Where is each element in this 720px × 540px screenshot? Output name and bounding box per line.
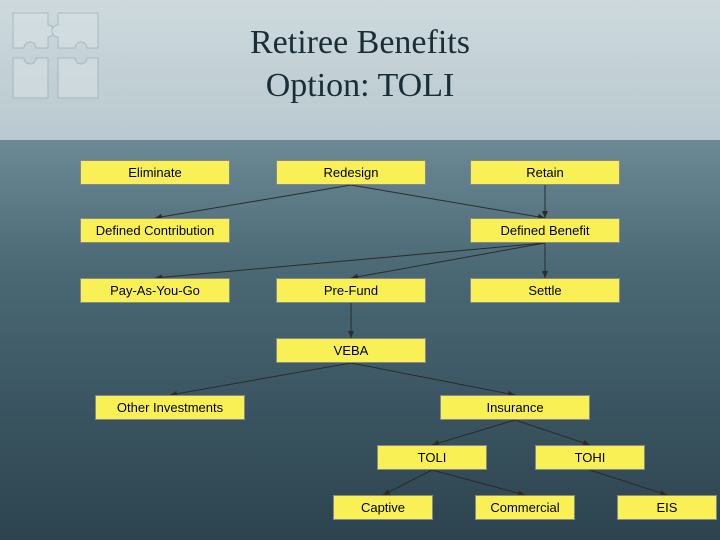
flowchart-edge (432, 470, 525, 495)
flowchart-node-defcontrib: Defined Contribution (80, 218, 230, 243)
flowchart-node-otherinv: Other Investments (95, 395, 245, 420)
flowchart-edge (170, 363, 351, 395)
flowchart-edge (351, 185, 545, 218)
flowchart-node-retain: Retain (470, 160, 620, 185)
flowchart-node-payg: Pay-As-You-Go (80, 278, 230, 303)
flowchart-edge (432, 420, 515, 445)
flowchart-node-commercial: Commercial (475, 495, 575, 520)
flowchart-node-tohi: TOHI (535, 445, 645, 470)
flowchart-node-redesign: Redesign (276, 160, 426, 185)
flowchart-edge (351, 363, 515, 395)
flowchart-node-toli: TOLI (377, 445, 487, 470)
flowchart-edge (515, 420, 590, 445)
flowchart-node-insurance: Insurance (440, 395, 590, 420)
flowchart-node-captive: Captive (333, 495, 433, 520)
flowchart-edge (351, 243, 545, 278)
flowchart-edge (590, 470, 667, 495)
flowchart-node-eliminate: Eliminate (80, 160, 230, 185)
flowchart-edge (155, 185, 351, 218)
flowchart-node-veba: VEBA (276, 338, 426, 363)
flowchart-edge (155, 243, 545, 278)
flowchart-node-settle: Settle (470, 278, 620, 303)
flowchart-node-defbenefit: Defined Benefit (470, 218, 620, 243)
flowchart-edge (383, 470, 432, 495)
flowchart-node-prefund: Pre-Fund (276, 278, 426, 303)
page-title: Retiree Benefits Option: TOLI (0, 22, 720, 107)
title-line-1: Retiree Benefits (0, 22, 720, 65)
title-line-2: Option: TOLI (0, 65, 720, 108)
flowchart-node-eis: EIS (617, 495, 717, 520)
